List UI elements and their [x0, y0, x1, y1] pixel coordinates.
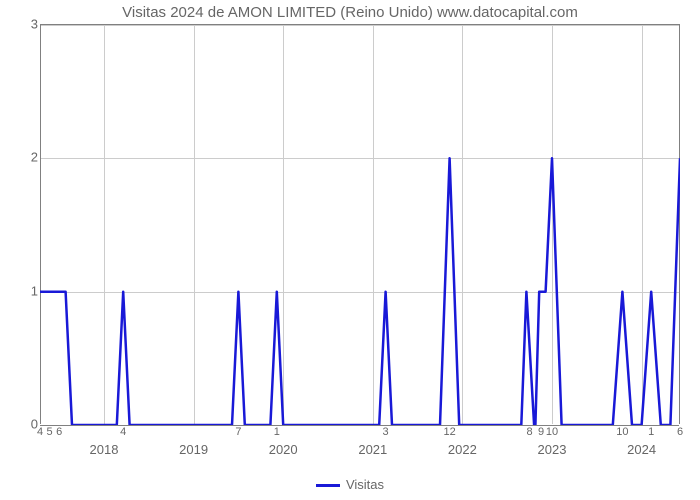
point-value-label: 12	[443, 426, 455, 438]
point-value-label: 6	[677, 426, 683, 438]
legend-label: Visitas	[346, 477, 384, 492]
ytick-label: 2	[8, 150, 38, 165]
ytick-label: 0	[8, 417, 38, 432]
visitas-chart: Visitas 2024 de AMON LIMITED (Reino Unid…	[0, 0, 700, 500]
legend-swatch	[316, 484, 340, 487]
point-value-label: 7	[235, 426, 241, 438]
xtick-year: 2023	[538, 442, 567, 457]
chart-title: Visitas 2024 de AMON LIMITED (Reino Unid…	[0, 4, 700, 21]
point-value-label: 3	[383, 426, 389, 438]
xtick-year: 2024	[627, 442, 656, 457]
point-value-label: 4	[37, 426, 43, 438]
point-value-label: 1	[274, 426, 280, 438]
line-series	[40, 25, 680, 425]
point-value-label: 10	[616, 426, 628, 438]
xtick-year: 2019	[179, 442, 208, 457]
legend: Visitas	[0, 477, 700, 492]
xtick-year: 2020	[269, 442, 298, 457]
point-value-label: 1	[648, 426, 654, 438]
point-value-label: 8	[527, 426, 533, 438]
point-value-label: 4	[120, 426, 126, 438]
ytick-label: 1	[8, 283, 38, 298]
plot-area	[40, 24, 680, 424]
point-value-label: 6	[56, 426, 62, 438]
xtick-year: 2022	[448, 442, 477, 457]
point-value-label: 10	[546, 426, 558, 438]
xtick-year: 2021	[358, 442, 387, 457]
point-value-label: 5	[47, 426, 53, 438]
point-value-label: 9	[538, 426, 544, 438]
xtick-year: 2018	[90, 442, 119, 457]
ytick-label: 3	[8, 17, 38, 32]
